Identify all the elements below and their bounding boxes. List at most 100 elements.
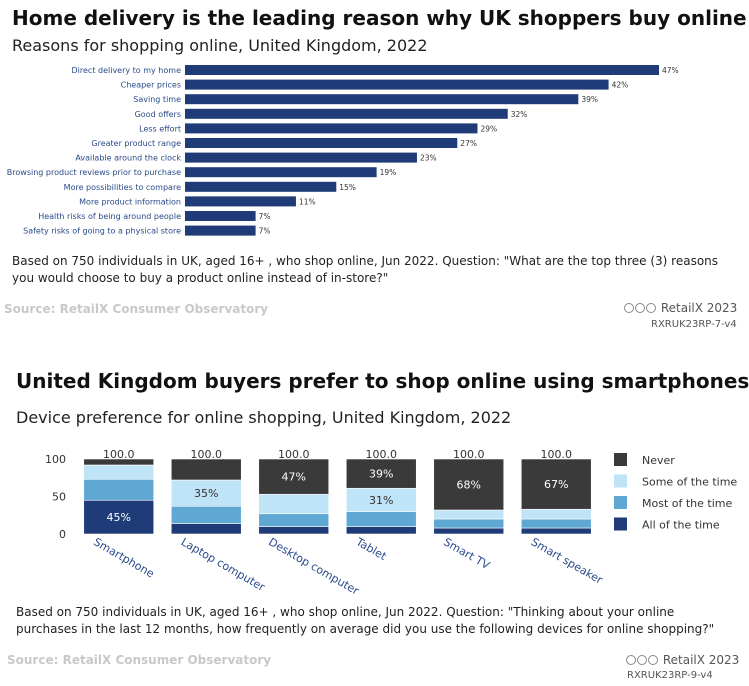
chart2-legend-label: Some of the time <box>642 476 737 489</box>
chart2-bar-segment <box>520 518 592 529</box>
chart1-category-label: Less effort <box>139 124 181 133</box>
chart1-value-label: 7% <box>259 212 271 221</box>
chart2-ytick: 0 <box>59 528 66 541</box>
chart2-category-label: Smart TV <box>441 535 492 572</box>
cc-nd-icon <box>648 655 658 665</box>
chart1-bar <box>185 65 659 75</box>
chart1-brand-text: RetailX 2023 <box>660 301 738 315</box>
chart2-bar-segment <box>258 458 330 495</box>
chart1-category-label: Health risks of being around people <box>38 212 181 221</box>
chart2-data-label: 47% <box>282 471 306 484</box>
cc-by-icon <box>637 655 647 665</box>
chart2-legend-swatch <box>614 496 627 509</box>
chart1-category-label: Safety risks of going to a physical stor… <box>23 227 181 236</box>
chart1-category-label: Direct delivery to my home <box>72 66 182 75</box>
chart2-bar-segment <box>170 523 242 535</box>
chart1-bar <box>185 108 508 119</box>
chart1-subtitle: Reasons for shopping online, United King… <box>12 36 428 55</box>
chart1-title: Home delivery is the leading reason why … <box>12 6 747 30</box>
cc-icon <box>626 655 636 665</box>
chart2-data-label: 31% <box>369 494 393 507</box>
chart2-bar-segment <box>258 513 330 527</box>
chart2-ytick: 100 <box>45 453 66 466</box>
chart1-bar <box>185 79 609 90</box>
chart1-bar <box>185 123 478 134</box>
chart1-value-label: 29% <box>480 124 497 133</box>
chart1-bar <box>185 138 458 148</box>
chart2-legend-label: Never <box>642 454 675 467</box>
chart2-brand: RetailX 2023 <box>626 653 739 667</box>
chart1-category-label: More possibilities to compare <box>64 183 181 192</box>
chart2-bar-segment <box>170 458 242 481</box>
chart1-value-label: 19% <box>380 168 397 177</box>
chart2-code: RXRUK23RP-9-v4 <box>627 670 713 681</box>
chart2-legend-swatch <box>614 453 627 466</box>
chart1-bar <box>185 196 296 207</box>
chart2-data-label: 67% <box>544 478 568 491</box>
chart2-bar-segment <box>258 526 330 535</box>
chart1-plot: Direct delivery to my home 47% Cheaper pri… <box>7 65 679 236</box>
chart2-brand-text: RetailX 2023 <box>662 653 740 667</box>
cc-nd-icon <box>646 303 656 313</box>
chart2-bar-segment <box>83 478 155 501</box>
chart1-category-label: Saving time <box>133 95 181 104</box>
chart2-total-label: 100.0 <box>278 448 310 461</box>
chart2-category-label: Laptop computer <box>179 535 268 594</box>
chart1-category-label: Browsing product reviews prior to purcha… <box>7 168 181 177</box>
chart2-category-label: Smart speaker <box>529 535 605 587</box>
chart2-plot: 100 50 0 45% 100.0 Smartphone 35% 100.0 Laptop c… <box>45 448 737 598</box>
chart1-bar <box>185 167 377 178</box>
chart2-bar-segment <box>520 508 592 520</box>
chart1-value-label: 15% <box>339 183 356 192</box>
chart1-category-label: Available around the clock <box>75 154 181 163</box>
chart2-bar-segment <box>433 518 505 529</box>
chart1-bar <box>185 152 417 163</box>
chart1-category-label: Cheaper prices <box>121 81 181 90</box>
chart2-total-label: 100.0 <box>453 448 485 461</box>
chart2-legend-swatch <box>614 517 627 531</box>
chart2-bar-segment <box>83 458 155 466</box>
chart1-value-label: 11% <box>299 197 316 206</box>
chart1-bar <box>185 181 337 192</box>
cc-icon <box>624 303 634 313</box>
chart1-value-label: 32% <box>511 110 528 119</box>
chart2-data-label: 35% <box>194 487 218 500</box>
chart2-legend-label: All of the time <box>642 519 720 532</box>
chart2-category-label: Smartphone <box>91 535 156 580</box>
chart2-category-label: Desktop computer <box>266 535 361 597</box>
chart2-total-label: 100.0 <box>191 448 223 461</box>
chart2-bar-segment <box>83 499 155 535</box>
chart2-bar-segment <box>170 505 242 524</box>
chart1-category-label: Good offers <box>135 110 181 119</box>
chart2-bar-segment <box>433 527 505 535</box>
chart2-bar-segment <box>170 479 242 507</box>
chart2-bar-segment <box>433 509 505 520</box>
chart2-bar-segment <box>520 458 592 510</box>
chart2-total-label: 100.0 <box>541 448 573 461</box>
cc-by-icon <box>635 303 645 313</box>
chart1-bar <box>185 211 256 221</box>
chart1-value-label: 23% <box>420 154 437 163</box>
chart1-code: RXRUK23RP-7-v4 <box>651 319 737 330</box>
chart2-bar-segment <box>433 458 505 511</box>
chart1-value-label: 7% <box>259 227 271 236</box>
chart2-subtitle: Device preference for online shopping, U… <box>16 408 512 427</box>
chart2-data-label: 39% <box>369 468 393 481</box>
chart2-bar-segment <box>345 526 417 535</box>
chart1-bar <box>185 94 579 105</box>
chart2-note: Based on 750 individuals in UK, aged 16+… <box>16 605 715 636</box>
chart1-value-label: 47% <box>662 66 679 75</box>
chart2-bar-segment <box>345 458 417 489</box>
chart2-total-label: 100.0 <box>103 448 135 461</box>
chart2-category-label: Tablet <box>353 535 389 563</box>
chart2-data-label: 68% <box>457 479 481 492</box>
chart1-source: Source: RetailX Consumer Observatory <box>4 302 269 316</box>
chart2-bar-segment <box>258 493 330 515</box>
chart2-bar-segment <box>83 464 155 480</box>
chart2-legend-swatch <box>614 474 627 488</box>
chart1-brand: RetailX 2023 <box>624 301 737 315</box>
chart1-note: Based on 750 individuals in UK, aged 16+… <box>12 254 719 285</box>
chart2-legend-label: Most of the time <box>642 497 732 510</box>
chart2-data-label: 45% <box>107 511 131 524</box>
chart2-source: Source: RetailX Consumer Observatory <box>7 653 272 667</box>
